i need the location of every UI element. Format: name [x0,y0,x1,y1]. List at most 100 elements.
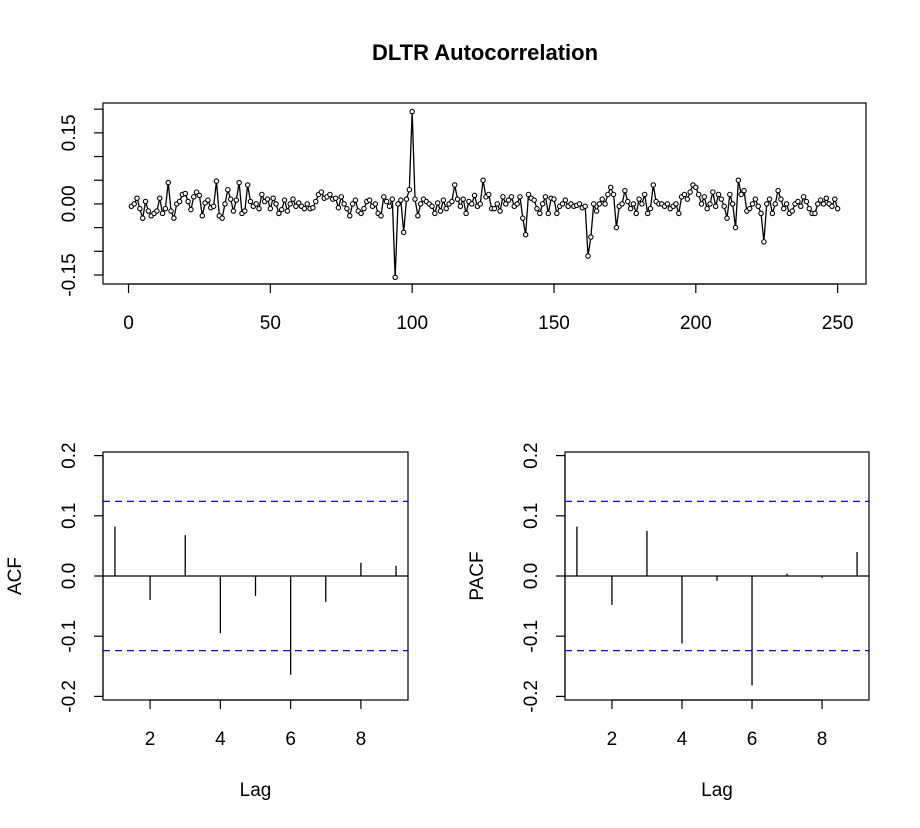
data-point [693,184,699,191]
data-point [605,191,611,198]
data-point [480,177,486,183]
data-point [477,201,483,207]
data-point [585,253,591,259]
data-point [156,195,163,201]
data-point [392,274,398,281]
y-tick-label: 0.2 [521,442,542,468]
data-point [188,206,194,213]
data-point [539,201,546,207]
data-point [522,231,529,238]
data-point [318,189,325,195]
data-point [695,191,702,198]
data-point [233,197,240,203]
data-point [244,182,251,188]
data-point [551,196,557,202]
data-point [823,195,830,201]
data-point [165,179,171,186]
data-point [219,215,225,221]
data-point [684,196,691,202]
y-tick-label: 0.0 [521,563,542,589]
data-point [800,194,807,200]
data-point [406,186,413,193]
y-tick-label: 0.1 [59,503,80,529]
data-point [137,205,143,212]
data-point [287,201,293,207]
data-point [276,210,282,217]
y-tick-label: 0.00 [59,185,80,222]
x-tick-label: 8 [817,729,828,750]
data-point [741,187,747,194]
data-point [588,234,594,240]
data-point [327,191,333,198]
data-point [636,196,642,202]
data-point [607,184,614,191]
data-point [440,197,447,203]
data-point [284,208,291,214]
data-point [383,198,390,205]
data-point [230,208,237,214]
chart-title: DLTR Autocorrelation [372,40,598,65]
x-tick-label: 200 [680,313,712,334]
data-point [642,191,648,198]
data-point [205,197,211,203]
data-point [758,210,764,217]
data-point [131,201,137,207]
data-point [752,196,759,202]
data-point [417,201,424,207]
data-point [429,203,435,210]
data-point [349,201,356,207]
data-point [687,189,693,195]
data-point [281,197,288,203]
data-point [347,213,353,219]
data-point [763,201,770,207]
y-axis-label: PACF [467,551,488,600]
data-point [698,201,705,207]
y-tick-label: -0.2 [59,680,80,713]
y-tick-label: -0.2 [521,680,542,713]
data-point [293,203,299,210]
data-point [644,210,651,217]
data-point [832,196,838,202]
data-point [619,201,625,207]
data-point [630,201,637,207]
data-point [457,203,464,210]
data-point [650,182,657,188]
data-point [562,197,569,203]
data-point [749,201,756,207]
data-point [718,196,725,202]
data-point [259,191,265,198]
data-point [225,186,231,193]
data-point [647,205,654,212]
data-point [352,197,359,203]
data-point [795,198,801,205]
data-point [361,205,367,212]
data-point [162,205,169,212]
data-point [639,201,645,207]
data-point [191,194,197,200]
data-point [602,201,608,207]
data-point [395,201,401,207]
y-tick-label: -0.15 [59,253,80,296]
data-point [772,201,778,207]
data-point [264,196,271,202]
data-point [681,191,688,198]
data-point [344,205,350,212]
data-point [554,210,560,217]
data-point [701,194,708,200]
data-point [247,198,254,205]
data-point [312,198,319,205]
data-point [531,197,537,203]
data-point [503,201,509,207]
data-point [673,201,679,207]
data-point [454,196,461,202]
data-point [415,213,421,219]
data-point [222,201,228,207]
series-line [130,111,839,278]
data-point [196,192,203,199]
data-point [599,196,605,202]
data-point [185,198,191,205]
y-axis-label: ACF [5,557,26,595]
y-tick-label: -0.1 [59,620,80,653]
x-tick-label: 4 [215,729,226,750]
x-tick-label: 150 [538,313,570,334]
